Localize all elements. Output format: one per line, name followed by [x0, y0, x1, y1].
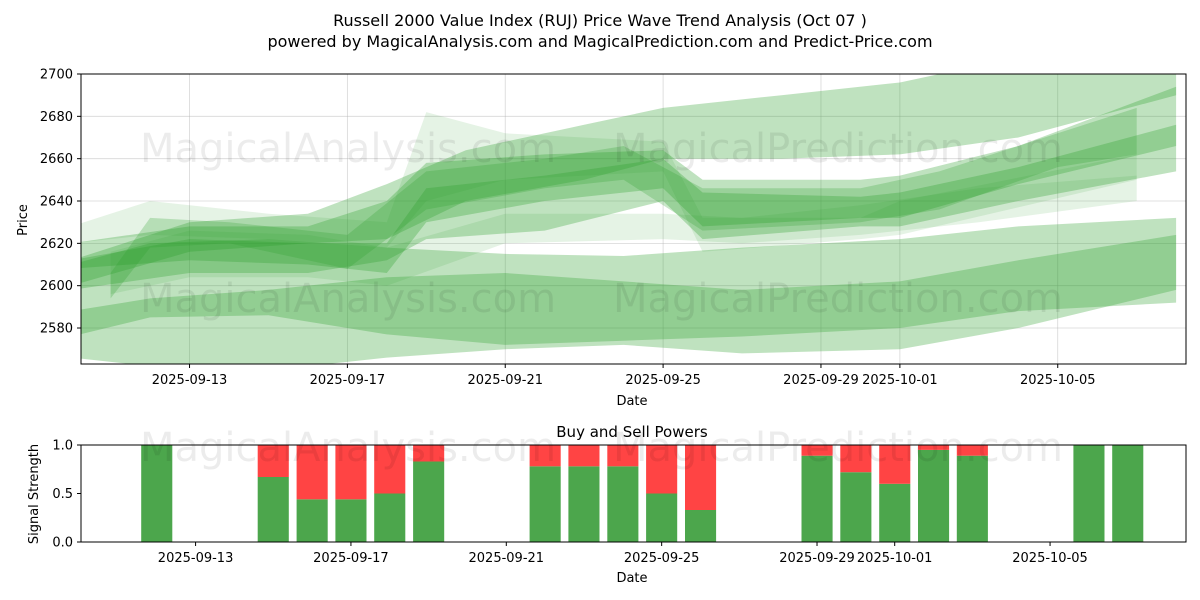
sell-bar-2025-09-17: [335, 445, 367, 500]
price-y-tick-label: 2580: [40, 322, 73, 337]
buy-bar-2025-09-17: [335, 499, 367, 542]
price-x-tick-label: 2025-10-01: [862, 373, 938, 388]
buy-bar-2025-10-07: [1112, 445, 1144, 542]
signal-x-tick-label: 2025-10-05: [1012, 551, 1088, 566]
price-axes: MagicalAnalysis.com MagicalPrediction.co…: [16, 68, 1187, 409]
signal-x-ticks: 2025-09-13 2025-09-17 2025-09-21 2025-09-25…: [158, 542, 1088, 566]
sell-bar-2025-09-22: [529, 445, 561, 467]
buy-bar-2025-09-29: [801, 455, 833, 542]
watermark-prediction-top: MagicalPrediction.com: [613, 126, 1063, 172]
buy-bar-2025-09-15: [257, 477, 289, 542]
watermark-analysis-bottom: MagicalAnalysis.com: [140, 425, 556, 471]
buy-bar-2025-09-22: [529, 466, 561, 542]
price-wave-band-6: [110, 107, 1137, 299]
price-y-axis-label: Price: [16, 204, 31, 236]
signal-x-axis-label: Date: [616, 571, 647, 586]
signal-bars: [141, 445, 1144, 542]
buy-bar-2025-09-25: [646, 493, 678, 542]
buy-bar-2025-09-26: [685, 510, 717, 542]
price-x-tick-label: 2025-09-17: [310, 373, 386, 388]
sell-bar-2025-09-24: [607, 445, 639, 467]
signal-x-tick-label: 2025-09-17: [313, 551, 389, 566]
sell-bar-2025-10-02: [918, 445, 950, 450]
price-wave-band-5: [81, 74, 1177, 283]
signal-x-tick-label: 2025-09-13: [158, 551, 234, 566]
sell-bar-2025-10-03: [956, 445, 988, 456]
price-y-tick-label: 2680: [40, 110, 73, 125]
price-y-tick-label: 2640: [40, 195, 73, 210]
price-x-tick-label: 2025-09-13: [152, 373, 228, 388]
price-x-tick-label: 2025-09-21: [467, 373, 543, 388]
signal-x-tick-label: 2025-09-21: [469, 551, 545, 566]
signal-x-tick-label: 2025-09-29: [779, 551, 855, 566]
buy-bar-2025-10-06: [1073, 445, 1105, 542]
sell-bar-2025-10-01: [879, 445, 911, 484]
price-watermarks: MagicalAnalysis.com MagicalPrediction.co…: [140, 126, 1063, 322]
sell-bar-2025-09-16: [296, 445, 328, 500]
chart-subtitle: powered by MagicalAnalysis.com and Magic…: [267, 32, 932, 51]
sell-bar-2025-09-29: [801, 445, 833, 456]
price-y-tick-label: 2660: [40, 152, 73, 167]
watermark-analysis-top: MagicalAnalysis.com: [140, 126, 556, 172]
price-x-tick-label: 2025-10-05: [1020, 373, 1096, 388]
price-wave-band-2: [81, 217, 1177, 364]
sell-bar-2025-09-30: [840, 445, 872, 473]
price-wave-band-1: [81, 234, 1177, 345]
watermark-prediction-mid: MagicalPrediction.com: [613, 276, 1063, 322]
buy-bar-2025-09-23: [568, 466, 600, 542]
signal-y-tick-label: 1.0: [52, 439, 73, 454]
signal-axes: Buy and Sell Powers MagicalAnalysis.com …: [27, 423, 1187, 586]
watermark-prediction-bottom: MagicalPrediction.com: [613, 425, 1063, 471]
signal-chart-title: Buy and Sell Powers: [556, 423, 708, 441]
price-x-ticks: 2025-09-13 2025-09-17 2025-09-21 2025-09-25…: [152, 364, 1096, 388]
sell-bar-2025-09-18: [374, 445, 406, 494]
price-wave-band-8: [110, 175, 1137, 295]
signal-x-tick-label: 2025-10-01: [857, 551, 933, 566]
buy-bar-2025-09-12: [141, 445, 173, 542]
price-wave-bands: [81, 74, 1177, 364]
price-y-tick-label: 2600: [40, 279, 73, 294]
watermark-analysis-mid: MagicalAnalysis.com: [140, 276, 556, 322]
signal-y-axis-label: Signal Strength: [27, 444, 42, 544]
sell-bar-2025-09-15: [257, 445, 289, 477]
signal-x-tick-label: 2025-09-25: [624, 551, 700, 566]
chart-title: Russell 2000 Value Index (RUJ) Price Wav…: [333, 11, 867, 30]
price-y-tick-label: 2700: [40, 68, 73, 83]
buy-bar-2025-09-18: [374, 493, 406, 542]
price-x-tick-label: 2025-09-25: [625, 373, 701, 388]
buy-bar-2025-09-16: [296, 499, 328, 542]
signal-watermarks: MagicalAnalysis.com MagicalPrediction.co…: [140, 425, 1063, 471]
price-wave-band-7: [81, 112, 1137, 252]
price-y-tick-label: 2620: [40, 237, 73, 252]
signal-y-tick-label: 0.0: [52, 536, 73, 551]
price-plot-frame: [80, 73, 1187, 365]
price-plot-area: [81, 74, 1186, 364]
price-x-tick-label: 2025-09-29: [783, 373, 859, 388]
buy-bar-2025-10-03: [956, 455, 988, 542]
price-wave-band-4: [81, 124, 1177, 289]
buy-bar-2025-10-02: [918, 449, 950, 542]
sell-bar-2025-09-25: [646, 445, 678, 494]
signal-y-ticks: 0.0 0.5 1.0: [52, 439, 81, 551]
sell-bar-2025-09-19: [413, 445, 445, 462]
buy-bar-2025-10-01: [879, 483, 911, 542]
price-wave-band-3: [81, 86, 1177, 273]
price-x-axis-label: Date: [616, 394, 647, 409]
sell-bar-2025-09-23: [568, 445, 600, 467]
buy-bar-2025-09-19: [413, 461, 445, 542]
sell-bar-2025-09-26: [685, 445, 717, 510]
buy-bar-2025-09-24: [607, 466, 639, 542]
buy-bar-2025-09-30: [840, 472, 872, 542]
price-y-ticks: 2580 2600 2620 2640 2660 2680 2700: [40, 68, 81, 337]
signal-y-tick-label: 0.5: [52, 487, 73, 502]
